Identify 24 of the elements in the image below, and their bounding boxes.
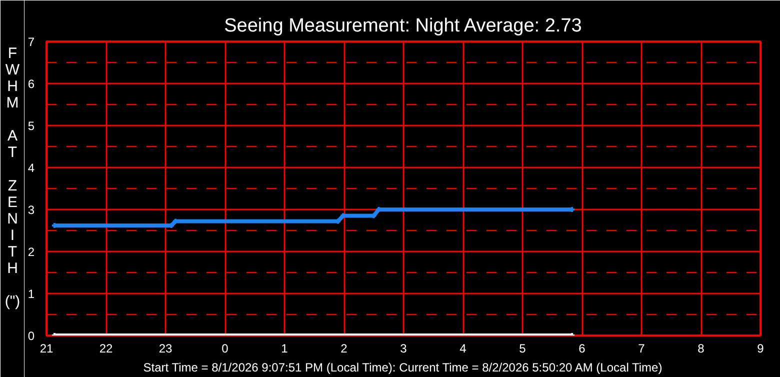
x-tick-label: 4: [460, 342, 467, 356]
x-tick-label: 21: [40, 342, 54, 356]
x-tick-label: 5: [519, 342, 526, 356]
y-tick-label: 0: [28, 329, 35, 343]
x-tick-label: 0: [222, 342, 229, 356]
x-tick-label: 22: [99, 342, 113, 356]
x-tick-label: 8: [698, 342, 705, 356]
y-tick-label: 1: [28, 287, 35, 301]
y-tick-label: 6: [28, 77, 35, 91]
x-tick-label: 2: [340, 342, 348, 356]
y-tick-label: 5: [28, 119, 35, 133]
text: Start Time = 8/1/2026 9:07:51 PM (Local Time): Current Time = 8/2/2026 5:50:20 AM (Local Time): [143, 360, 662, 374]
y-tick-label: 4: [28, 161, 35, 175]
text: FWHM AT ZENITH ("): [4, 45, 20, 310]
x-tick-label: 3: [400, 342, 408, 356]
x-tick-label: 23: [158, 342, 172, 356]
y-tick-label: 2: [28, 245, 35, 259]
x-tick-label: 6: [578, 342, 586, 356]
x-tick-label: 1: [281, 342, 288, 356]
x-tick-label: 9: [757, 342, 764, 356]
chart-title: Seeing Measurement: Night Average: 2.73: [224, 16, 582, 36]
x-tick-label: 7: [638, 342, 646, 356]
y-tick-label: 3: [28, 203, 35, 217]
y-tick-label: 7: [28, 35, 35, 49]
